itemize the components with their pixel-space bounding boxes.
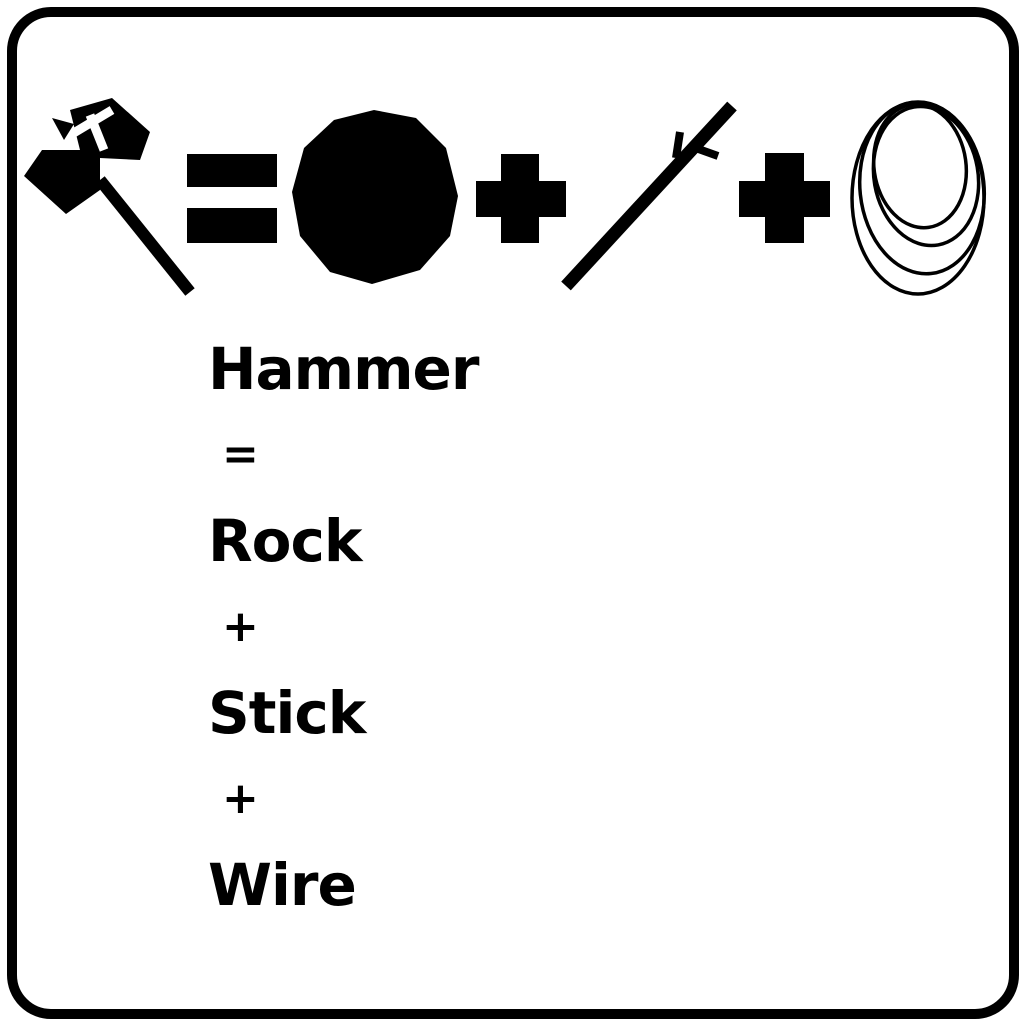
plus-icon <box>476 154 566 243</box>
stick-icon <box>561 101 737 291</box>
recipe-icon-strip <box>24 98 987 296</box>
ingredient-label-wire: Wire <box>208 851 357 919</box>
ingredient-label-stick: Stick <box>208 679 366 747</box>
plus-label: + <box>222 773 259 824</box>
plus-label: + <box>222 601 259 652</box>
rock-icon <box>292 110 458 284</box>
ingredient-label-rock: Rock <box>208 507 362 575</box>
wire-icon <box>850 100 987 296</box>
recipe-text: Hammer = Rock + Stick + Wire <box>208 332 479 934</box>
plus-icon <box>739 153 830 243</box>
equals-label: = <box>222 429 259 480</box>
hammer-icon <box>24 98 195 296</box>
result-label: Hammer <box>208 335 479 403</box>
equals-icon <box>187 154 277 243</box>
